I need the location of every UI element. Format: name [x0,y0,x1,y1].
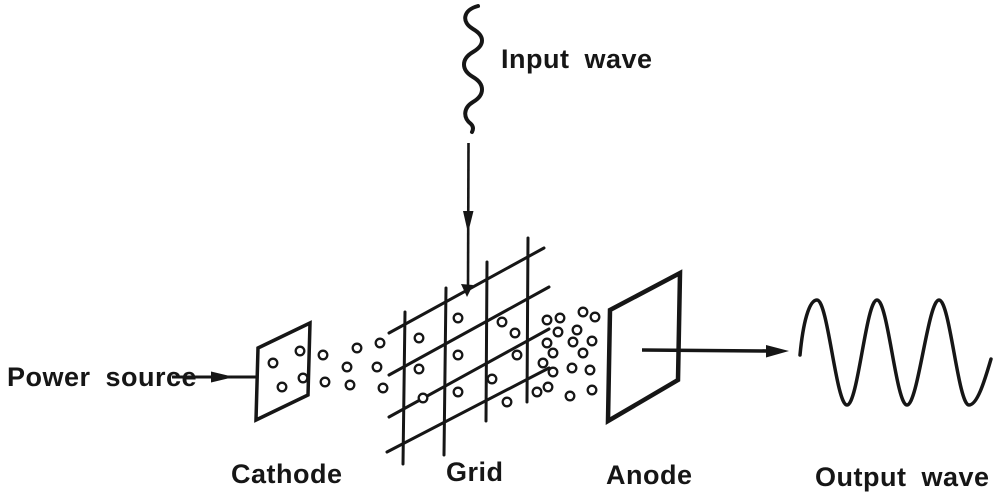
input-arrow-head [463,211,474,233]
electron-dot-anode_cluster [584,364,596,376]
electron-dots [267,306,601,408]
electron-dot-grid [417,392,429,404]
electron-dot-anode_cluster [571,324,583,336]
electron-dot-anode_cluster [541,314,553,326]
output-wave-sine-icon [798,298,993,407]
cathode-plate [254,320,312,423]
electron-dot-grid [511,349,523,361]
electron-dot-anode_cluster [564,390,576,402]
electron-dot-beam [377,382,389,394]
output-wave-label: Output wave [815,462,990,492]
electron-dot-cathode [267,357,279,369]
grid-label: Grid [446,457,504,487]
electron-dot-beam [371,361,383,373]
grid-wire-diagonal [387,246,546,335]
electron-dot-beam [351,342,363,354]
electron-dot-cathode [276,381,288,393]
electron-dot-anode_cluster [554,312,566,324]
electron-dot-grid [452,349,464,361]
input-wave-squiggle-icon [462,4,484,134]
anode-label: Anode [606,460,693,490]
power-source-arrow [172,371,256,383]
electron-dot-anode_cluster [586,384,598,396]
electron-dot-anode_cluster [577,347,589,359]
grid-wire-vertical [525,236,530,404]
electron-dot-beam [344,379,356,391]
electron-dot-grid [452,312,464,324]
electron-dot-anode_cluster [542,381,554,393]
output-arrow-head [766,345,789,358]
input-arrow [461,142,474,297]
electron-dot-grid [486,373,498,385]
electron-dot-anode_cluster [552,326,564,338]
electron-dot-anode_cluster [586,335,598,347]
electron-dot-anode_cluster [589,311,601,323]
output-arrow-shaft [641,348,771,353]
electron-dot-grid [501,396,513,408]
electron-dot-anode_cluster [541,337,553,349]
electron-dot-anode_cluster [537,357,549,369]
electron-dot-anode_cluster [547,347,559,359]
electron-dot-cathode [297,372,309,384]
grid-wire-vertical [401,310,407,466]
electron-dot-grid [509,327,521,339]
electron-dot-anode_cluster [547,366,559,378]
grid-wire-diagonal [387,285,551,377]
electron-dot-beam [374,337,386,349]
grid-wire-diagonal [385,366,551,454]
input-wave-label: Input wave [501,44,653,74]
electron-dot-beam [341,361,353,373]
grid-lattice [385,236,551,466]
electron-dot-anode_cluster [577,306,589,318]
output-arrow [641,345,789,358]
electron-dot-anode_cluster [566,362,578,374]
electron-dot-grid [413,363,425,375]
electron-dot-anode_cluster [567,336,579,348]
electron-dot-beam [319,376,331,388]
power-arrow-head [211,371,234,383]
electron-dot-grid [413,332,425,344]
anode-plate [605,269,683,425]
grid-wire-diagonal [387,327,551,419]
grid-wire-vertical [442,286,448,457]
cathode-label: Cathode [231,459,343,489]
electron-dot-anode_cluster [531,386,543,398]
grid-wire-vertical [484,260,489,423]
electron-dot-beam [317,349,329,361]
electron-dot-grid [496,316,508,328]
electron-dot-grid [452,386,464,398]
electron-dot-cathode [294,345,306,357]
power-source-label: Power source [7,362,198,392]
